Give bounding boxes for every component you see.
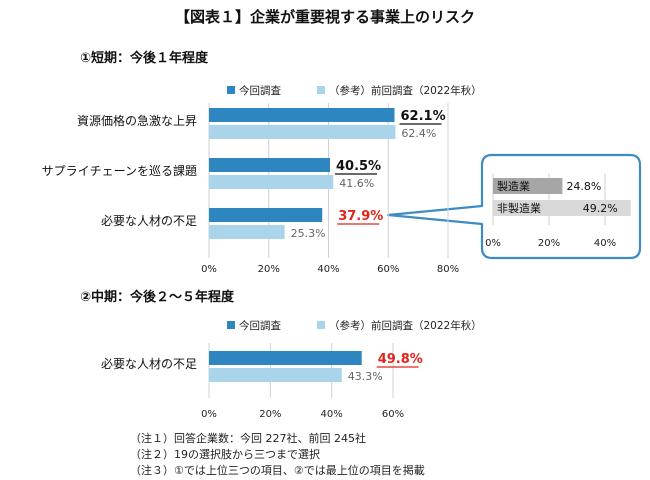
short-category-label: サプライチェーンを巡る課題	[42, 163, 197, 178]
short-tick-label: 20%	[258, 264, 280, 275]
mid-category-label: 必要な人材の不足	[101, 357, 197, 371]
inset-tick-label: 0%	[485, 238, 501, 249]
inset-category-label: 非製造業	[497, 201, 541, 215]
mid-tick-label: 0%	[201, 409, 217, 420]
mid-bar-previous	[209, 368, 342, 382]
short-bar-previous	[209, 125, 396, 139]
mid-legend-swatch-previous	[317, 321, 325, 329]
short-category-label: 資源価格の急激な上昇	[77, 113, 197, 128]
short-data-label-previous: 25.3%	[291, 227, 326, 240]
short-tick-label: 0%	[201, 264, 217, 275]
mid-title: ②中期：今後２～５年程度	[80, 289, 235, 305]
short-data-label-previous: 62.4%	[401, 127, 436, 140]
short-title: ①短期：今後１年程度	[80, 50, 209, 66]
inset-tick-label: 20%	[538, 238, 560, 249]
mid-data-label-previous: 43.3%	[348, 370, 383, 383]
short-legend-swatch-current	[227, 86, 235, 94]
mid-tick-label: 60%	[382, 409, 404, 420]
short-legend-swatch-previous	[317, 86, 325, 94]
short-bar-current	[209, 208, 323, 222]
short-bar-current	[209, 108, 395, 122]
short-tick-label: 80%	[437, 264, 459, 275]
mid-tick-label: 40%	[321, 409, 343, 420]
short-data-label-current: 37.9%	[338, 209, 383, 224]
short-data-label-previous: 41.6%	[339, 177, 374, 190]
short-tick-label: 60%	[377, 264, 399, 275]
inset-bar	[493, 200, 631, 216]
mid-bar-current	[209, 351, 362, 365]
short-data-label-current: 40.5%	[336, 159, 381, 174]
mid-tick-label: 20%	[259, 409, 281, 420]
inset-data-label: 24.8%	[566, 180, 601, 193]
inset-bar	[493, 178, 563, 194]
short-tick-label: 40%	[317, 264, 339, 275]
mid-legend-label-current: 今回調査	[239, 319, 281, 332]
short-bar-previous	[209, 225, 285, 239]
note-3: （注３）①では上位三つの項目、②では最上位の項目を掲載	[130, 464, 425, 477]
mid-legend-label-previous: （参考）前回調査（2022年秋）	[329, 319, 482, 332]
short-bar-current	[209, 158, 330, 172]
mid-data-label-current: 49.8%	[378, 352, 423, 367]
chart-title: 【図表１】企業が重要視する事業上のリスク	[175, 8, 475, 26]
inset-data-label: 49.2%	[583, 202, 618, 215]
note-1: （注１）回答企業数：今回 227社、前回 245社	[130, 432, 366, 445]
inset-tick-label: 40%	[594, 238, 616, 249]
note-2: （注２）19の選択肢から三つまで選択	[130, 448, 320, 461]
short-legend-label-current: 今回調査	[239, 84, 281, 97]
inset-category-label: 製造業	[497, 179, 530, 193]
short-legend-label-previous: （参考）前回調査（2022年秋）	[329, 84, 482, 97]
short-bar-previous	[209, 175, 334, 189]
short-data-label-current: 62.1%	[401, 109, 446, 124]
short-category-label: 必要な人材の不足	[101, 214, 197, 228]
mid-legend-swatch-current	[227, 321, 235, 329]
